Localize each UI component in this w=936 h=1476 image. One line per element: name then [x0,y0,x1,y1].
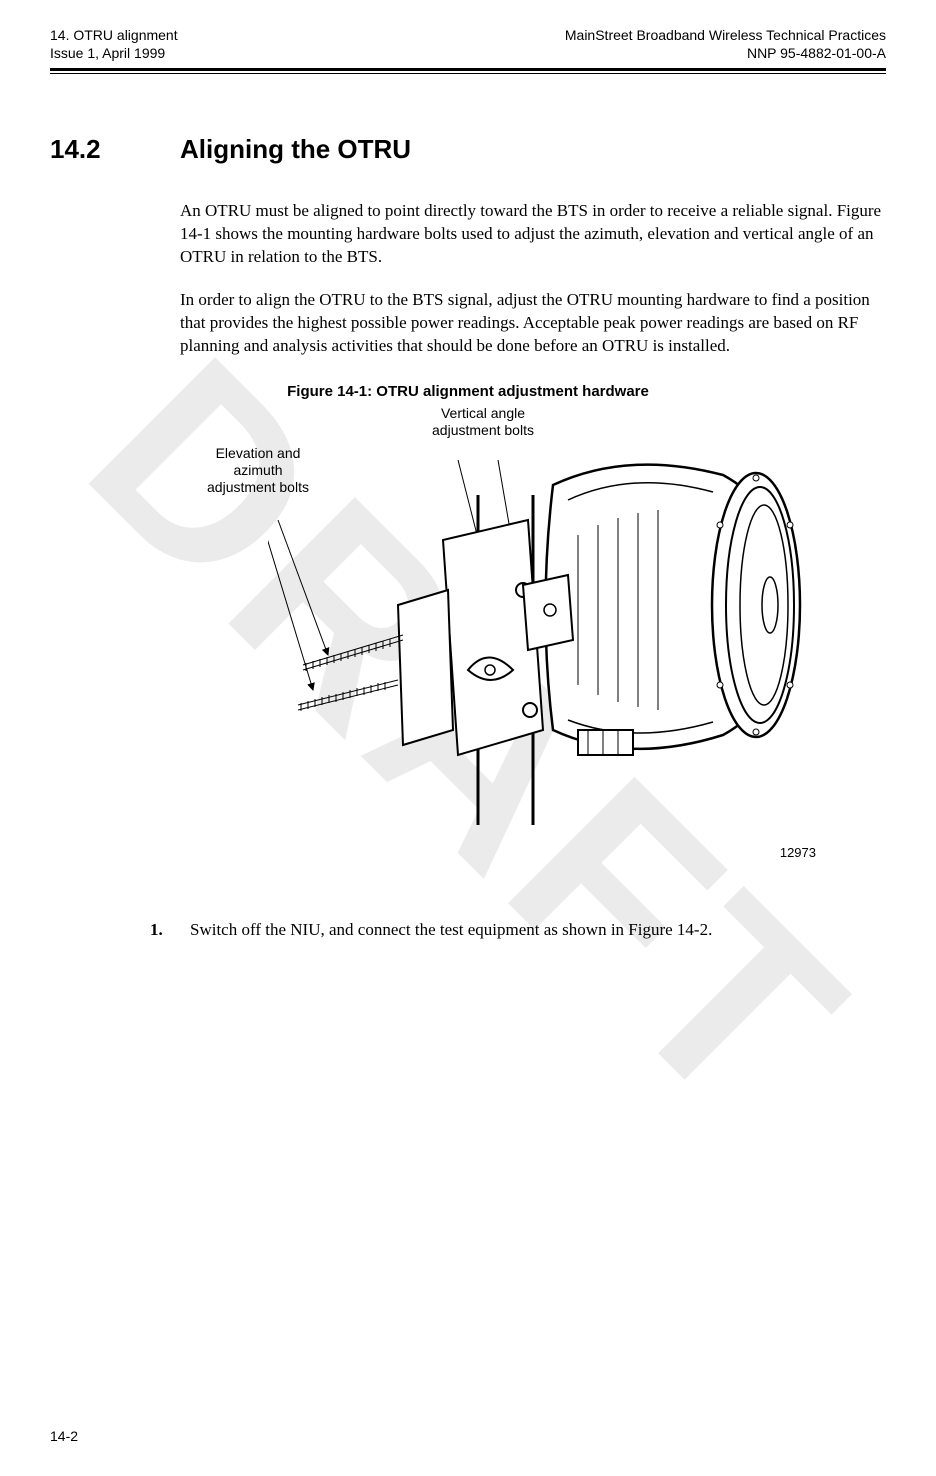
paragraph-2: In order to align the OTRU to the BTS si… [180,289,886,358]
section-number: 14.2 [50,134,180,165]
running-header: 14. OTRU alignment Issue 1, April 1999 M… [50,26,886,68]
figure-id: 12973 [50,845,816,860]
header-chapter: 14. OTRU alignment [50,26,178,44]
figure-caption: Figure 14-1: OTRU alignment adjustment h… [50,383,886,400]
page-footer: 14-2 [50,1428,78,1444]
header-rule-thick [50,68,886,71]
header-issue: Issue 1, April 1999 [50,44,178,62]
figure-14-1: Vertical angle adjustment bolts Elevatio… [118,405,818,835]
header-rule-thin [50,73,886,74]
header-right: MainStreet Broadband Wireless Technical … [565,26,886,62]
section-heading: 14.2 Aligning the OTRU [50,134,886,165]
header-doc-title: MainStreet Broadband Wireless Technical … [565,26,886,44]
paragraph-1: An OTRU must be aligned to point directl… [180,200,886,269]
step-text: Switch off the NIU, and connect the test… [190,920,886,940]
step-1: 1. Switch off the NIU, and connect the t… [150,920,886,940]
header-left: 14. OTRU alignment Issue 1, April 1999 [50,26,178,62]
section-title: Aligning the OTRU [180,134,411,165]
page-content: 14. OTRU alignment Issue 1, April 1999 M… [0,0,936,940]
step-number: 1. [150,920,190,940]
header-doc-number: NNP 95-4882-01-00-A [565,44,886,62]
otru-diagram [268,430,808,830]
